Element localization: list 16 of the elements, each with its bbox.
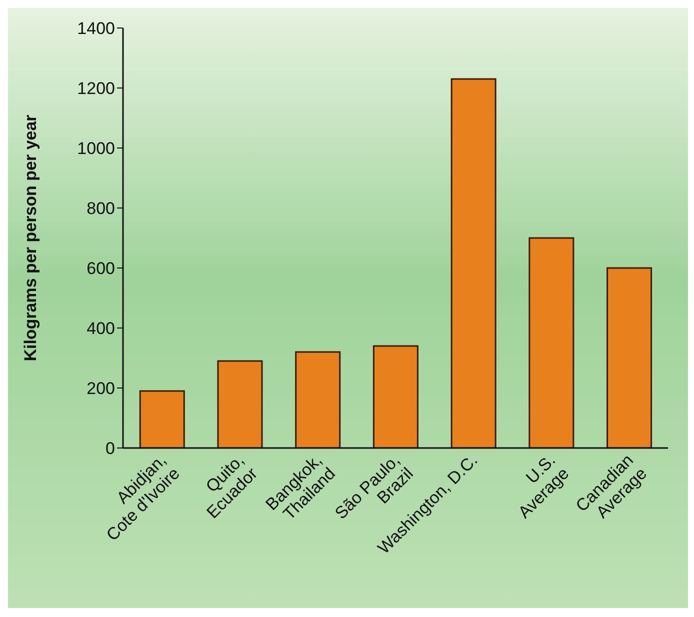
y-axis-title: Kilograms per person per year (21, 114, 40, 362)
bar (450, 78, 496, 448)
bar (217, 360, 263, 448)
y-tick-label: 200 (86, 379, 115, 398)
y-tick-label: 1000 (77, 139, 115, 158)
y-tick-label: 0 (106, 439, 115, 458)
bar (139, 390, 185, 448)
bar (295, 351, 341, 448)
bar (528, 237, 574, 448)
y-tick-label: 1200 (77, 79, 115, 98)
bar (372, 345, 418, 448)
bar (606, 267, 652, 448)
y-tick-label: 400 (86, 319, 115, 338)
y-tick-label: 600 (86, 259, 115, 278)
y-tick-label: 800 (86, 199, 115, 218)
y-tick-label: 1400 (77, 19, 115, 38)
